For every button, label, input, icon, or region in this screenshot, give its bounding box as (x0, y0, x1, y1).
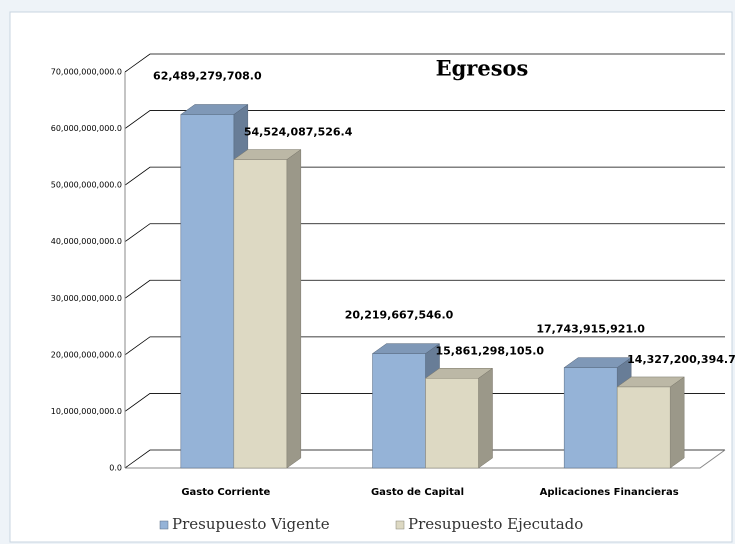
bar-front (616, 386, 671, 469)
value-label: 62,489,279,708.0 (153, 69, 262, 82)
x-tick-label: Aplicaciones Financieras (540, 487, 679, 498)
bar-side (478, 367, 493, 469)
grid-line (124, 53, 725, 73)
value-label: 17,743,915,921.0 (536, 323, 645, 336)
x-tick-label: Gasto Corriente (181, 487, 270, 498)
y-tick-label: 30,000,000,000.0 (51, 294, 122, 303)
grid-line (124, 449, 725, 469)
bar-side (286, 149, 302, 469)
legend-label: Presupuesto Ejecutado (408, 515, 583, 533)
bar (424, 367, 494, 469)
grid-line (124, 223, 725, 243)
floor-edge (125, 449, 726, 469)
value-label: 54,524,087,526.4 (244, 126, 353, 139)
grid-line (124, 279, 725, 299)
bar-front (425, 378, 479, 469)
legend-label: Presupuesto Vigente (172, 515, 330, 533)
y-tick-label: 20,000,000,000.0 (51, 350, 122, 359)
grid-line (124, 393, 725, 412)
grid-line (124, 110, 725, 129)
chart-title: Egresos (436, 56, 529, 81)
bar-front (180, 114, 235, 469)
y-tick-label: 40,000,000,000.0 (51, 237, 122, 246)
value-label: 15,861,298,105.0 (436, 344, 545, 357)
legend-swatch (395, 520, 405, 530)
grid-line (124, 336, 725, 356)
y-tick-label: 60,000,000,000.0 (51, 124, 122, 133)
bar (233, 149, 302, 469)
bar-front (372, 353, 426, 469)
bar (616, 376, 685, 469)
y-tick-label: 0.0 (109, 464, 122, 473)
bar-front (563, 367, 618, 469)
bar-front (233, 159, 288, 469)
x-tick-label: Gasto de Capital (371, 487, 464, 498)
y-tick-label: 50,000,000,000.0 (51, 181, 122, 190)
value-label: 14,327,200,394.7 (627, 353, 735, 366)
y-tick-label: 70,000,000,000.0 (51, 68, 122, 77)
legend-swatch (159, 520, 169, 530)
value-label: 20,219,667,546.0 (345, 309, 454, 322)
y-tick-label: 10,000,000,000.0 (51, 407, 122, 416)
grid-line (124, 166, 725, 186)
bar-side (669, 376, 685, 469)
